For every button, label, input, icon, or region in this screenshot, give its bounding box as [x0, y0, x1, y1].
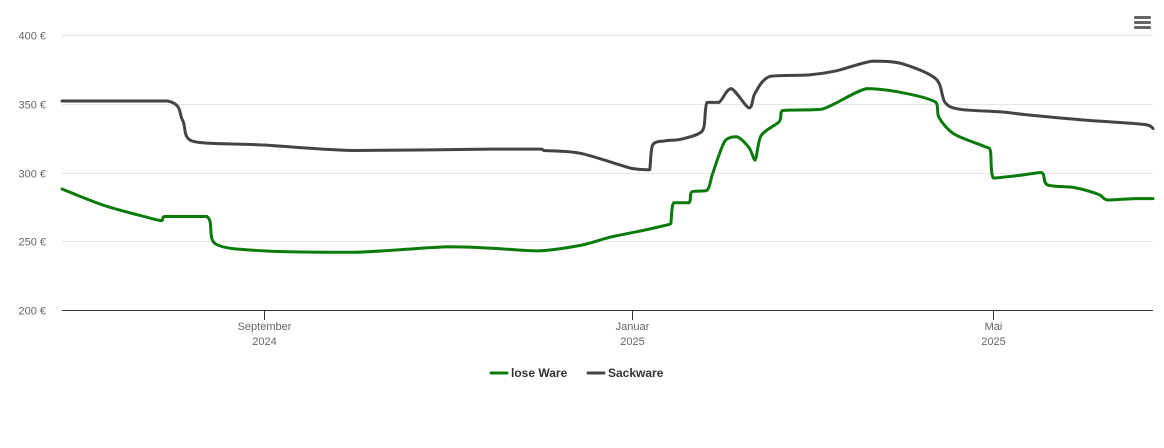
series-line-1[interactable] [60, 59, 1155, 172]
y-tick-label: 300 € [18, 169, 46, 181]
y-tick-label: 200 € [18, 306, 46, 318]
y-tick-label: 400 € [18, 31, 46, 43]
x-axis: September 2024 Januar 2025 Mai 2025 [62, 310, 1153, 348]
series-line-0[interactable] [60, 87, 1155, 254]
legend-item[interactable]: Sackware [586, 366, 664, 380]
y-tick-label: 350 € [18, 100, 46, 112]
x-tick-label: September [238, 321, 292, 333]
legend[interactable]: lose Ware Sackware [489, 366, 664, 380]
legend-label: lose Ware [511, 366, 568, 380]
y-tick-label: 250 € [18, 237, 46, 249]
series-lines [60, 59, 1155, 254]
y-axis: 200 € 250 € 300 € 350 € 400 € [18, 31, 46, 318]
x-tick-label: Mai [985, 321, 1003, 333]
x-tick-year: 2024 [252, 336, 276, 348]
legend-label: Sackware [608, 366, 664, 380]
grid-lines [62, 35, 1153, 242]
legend-item[interactable]: lose Ware [489, 366, 568, 380]
hamburger-menu-icon[interactable] [1128, 10, 1156, 34]
x-tick-label: Januar [616, 321, 650, 333]
x-tick-year: 2025 [981, 336, 1005, 348]
x-tick-year: 2025 [620, 336, 644, 348]
